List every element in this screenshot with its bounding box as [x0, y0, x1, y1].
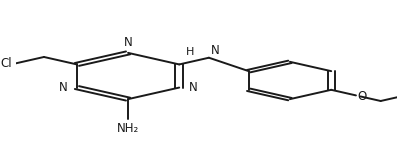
Text: N: N: [189, 81, 197, 94]
Text: H: H: [186, 47, 195, 57]
Text: N: N: [59, 81, 67, 94]
Text: NH₂: NH₂: [117, 122, 139, 135]
Text: O: O: [357, 90, 366, 103]
Text: Cl: Cl: [1, 57, 12, 70]
Text: N: N: [211, 44, 220, 57]
Text: N: N: [124, 36, 133, 49]
